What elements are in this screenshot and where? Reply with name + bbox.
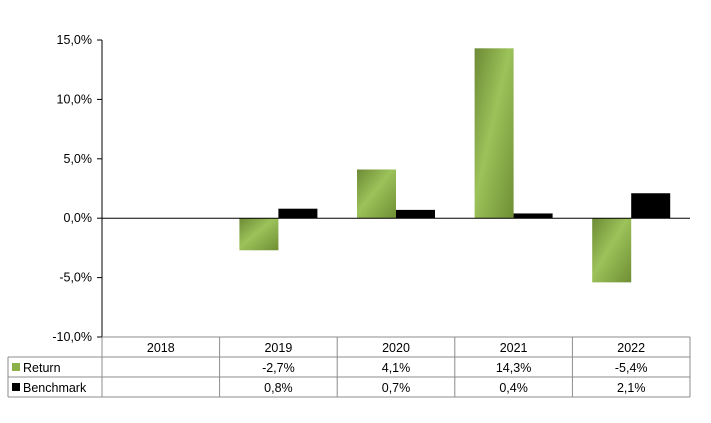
data-table: 2018 2019 2020 2021 2022 Return -2,7% 4,1% 14,3%… xyxy=(7,336,691,398)
x-category-label: 2020 xyxy=(382,341,410,355)
return-bar-2021 xyxy=(474,48,514,219)
data-label: 2,1% xyxy=(617,381,646,395)
data-label: 0,7% xyxy=(382,381,411,395)
return-bar-2022 xyxy=(592,218,632,283)
benchmark-bar-2022 xyxy=(631,193,671,219)
legend-swatch-benchmark xyxy=(12,383,20,391)
x-category-label: 2021 xyxy=(500,341,528,355)
legend-label-return: Return xyxy=(23,361,61,375)
y-axis: 15,0% 10,0% 5,0% 0,0% -5,0% -10,0% xyxy=(52,33,103,344)
data-label: 14,3% xyxy=(496,361,531,375)
x-category-label: 2019 xyxy=(264,341,292,355)
data-label: -5,4% xyxy=(615,361,648,375)
y-tick-label: 15,0% xyxy=(57,33,92,47)
return-bar-2020 xyxy=(357,169,396,219)
y-tick-label: 0,0% xyxy=(64,211,93,225)
data-label: 4,1% xyxy=(382,361,411,375)
benchmark-bar-2021 xyxy=(513,213,553,219)
benchmark-bar-2020 xyxy=(396,209,435,219)
y-tick-label: -10,0% xyxy=(52,330,92,344)
y-tick-label: 10,0% xyxy=(57,92,92,106)
data-label: -2,7% xyxy=(262,361,295,375)
legend-label-benchmark: Benchmark xyxy=(23,381,87,395)
legend-swatch-return xyxy=(12,363,20,371)
x-category-label: 2018 xyxy=(147,341,175,355)
y-tick-label: -5,0% xyxy=(59,271,92,285)
return-bar-2019 xyxy=(239,218,279,251)
bars xyxy=(102,48,690,283)
benchmark-bar-2019 xyxy=(278,208,318,219)
y-tick-label: 5,0% xyxy=(64,152,93,166)
data-label: 0,4% xyxy=(499,381,528,395)
data-label: 0,8% xyxy=(264,381,293,395)
x-category-label: 2022 xyxy=(617,341,645,355)
